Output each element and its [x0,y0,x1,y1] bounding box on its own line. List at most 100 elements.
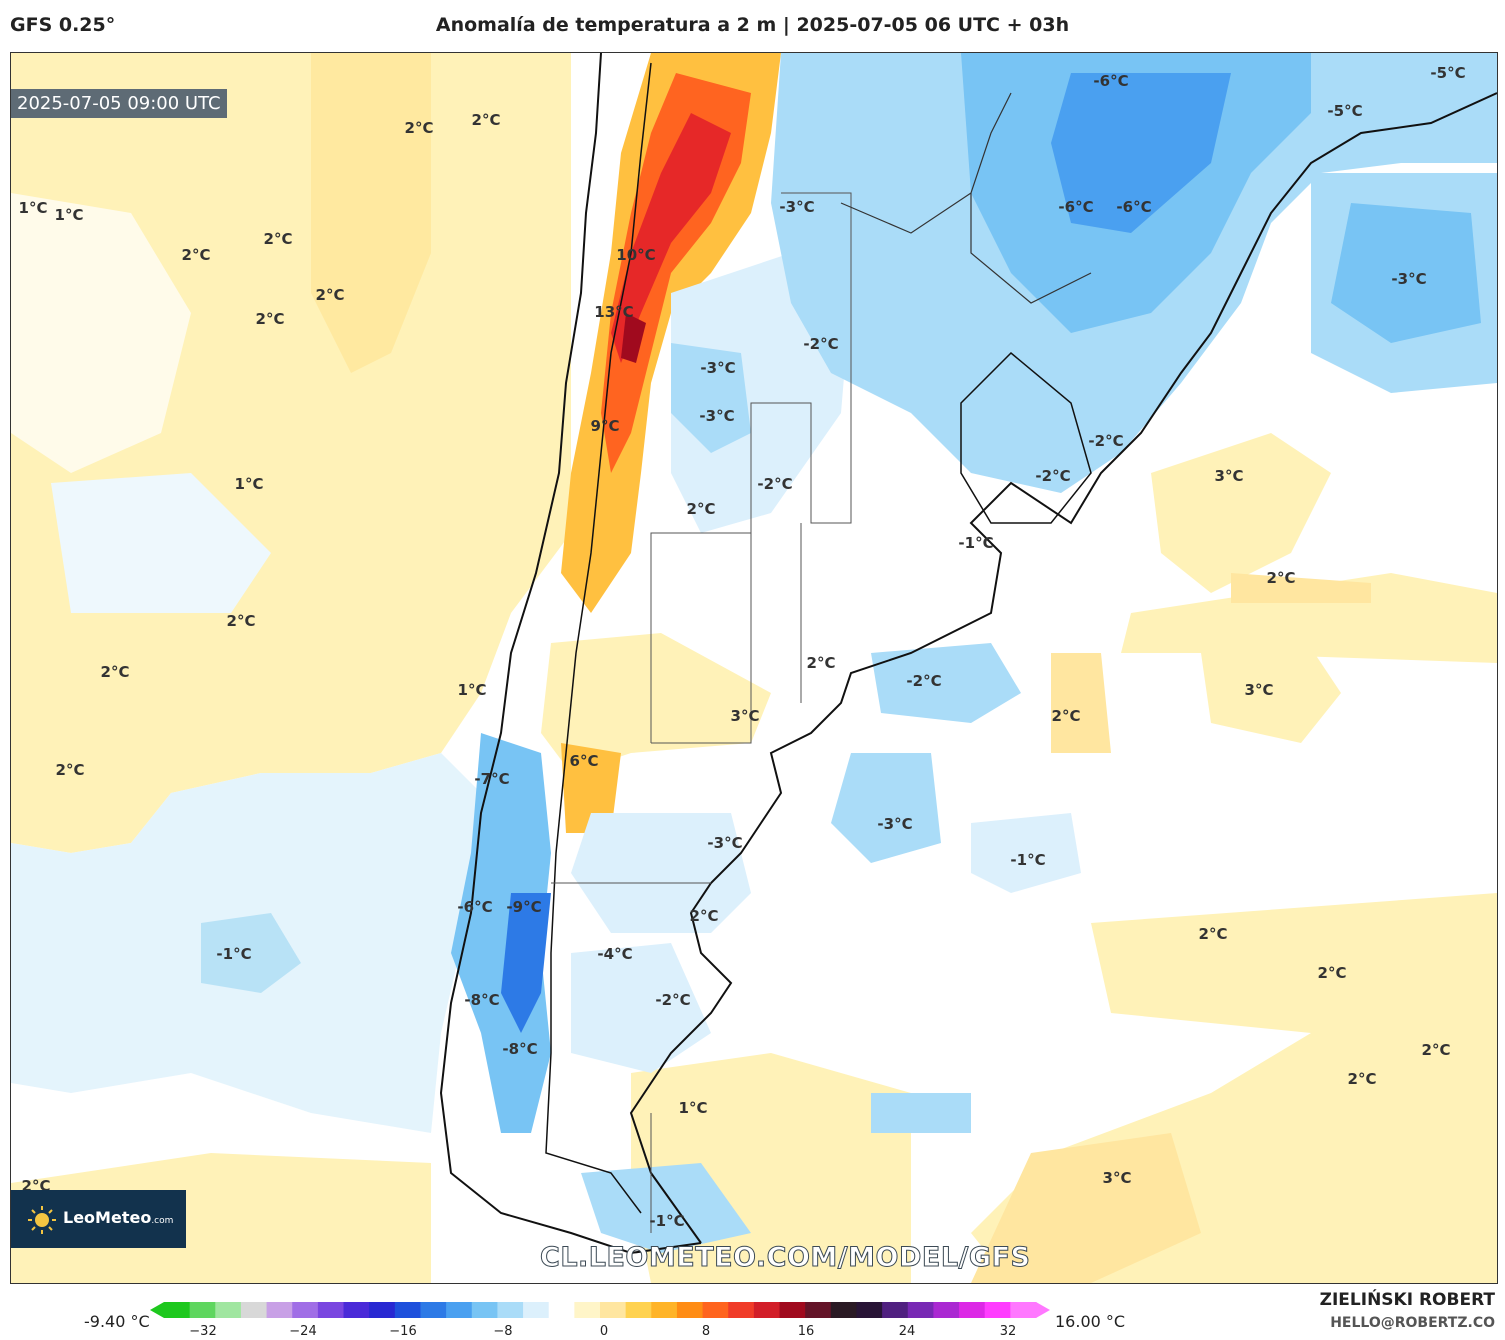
colorbar-tick: −32 [189,1324,217,1339]
label: -2°C [803,335,839,353]
label: 2°C [471,111,501,129]
colorbar-segment [189,1302,216,1318]
colorbar-tick: −16 [389,1324,417,1339]
colorbar-segment [651,1302,678,1318]
author-email[interactable]: HELLO@ROBERTZ.CO [1330,1315,1495,1331]
label: 2°C [806,654,836,672]
label: 2°C [404,119,434,137]
border-brazil [840,92,1092,304]
border-uruguay [960,351,1092,524]
colorbar-segment [1010,1302,1037,1318]
colorbar-ticks: −32 −24 −16 −8 0 8 16 24 32 [0,1324,1505,1340]
label: 10°C [616,246,656,264]
label: 2°C [255,310,285,328]
label: 2°C [1266,569,1296,587]
label: -7°C [474,770,510,788]
label: -2°C [906,672,942,690]
cool-atlantic-3 [971,813,1081,893]
coastline-chile [439,53,702,1255]
label: -6°C [1058,198,1094,216]
label: -6°C [1116,198,1152,216]
label: 2°C [263,230,293,248]
colorbar-segment [215,1302,242,1318]
colorbar-segment [420,1302,447,1318]
cool-atlantic-1 [871,643,1021,723]
cool-tierra-del-fuego [581,1163,751,1253]
model-name: GFS 0.25° [10,14,116,36]
colder-patagonia-west [501,893,551,1033]
colorbar-tick: 16 [797,1324,815,1339]
colorbar-segment [856,1302,883,1318]
cool-patch-cuyo [671,343,751,453]
label: 1°C [18,199,48,217]
colorbar-segment [882,1302,909,1318]
coldest-anomaly-northeast [1051,73,1231,233]
colorbar-max-label: 16.00 °C [1055,1312,1126,1331]
colorbar-segment [933,1302,960,1318]
label: 2°C [686,500,716,518]
label: -3°C [700,359,736,377]
leometeo-logo[interactable]: LeoMeteo.com [11,1190,186,1248]
colorbar-tick: 24 [898,1324,916,1339]
label: -3°C [1391,270,1427,288]
neutral-mid-patch [51,473,271,613]
coastline-argentina [629,92,1497,1244]
label: 3°C [730,707,760,725]
cool-patch-southwest [201,913,301,993]
label: -9°C [506,898,542,916]
source-watermark: CL.LEOMETEO.COM/MODEL/GFS [539,1242,1031,1274]
label: -8°C [502,1040,538,1058]
colorbar-tick: −24 [289,1324,317,1339]
hot-core [621,313,646,363]
label: -2°C [655,991,691,1009]
colorbar-segment [471,1302,498,1318]
label: 3°C [1102,1169,1132,1187]
very-hot-andes [611,113,731,363]
colorbar-segment [164,1302,191,1318]
label: -2°C [1088,432,1124,450]
label: 2°C [1421,1041,1451,1059]
label: 2°C [315,286,345,304]
warm-atlantic-1 [1151,433,1331,593]
label: 2°C [55,761,85,779]
label: 2°C [1051,707,1081,725]
label: -3°C [699,407,735,425]
colorbar-segment [497,1302,524,1318]
label: -5°C [1327,102,1363,120]
map-title: Anomalía de temperatura a 2 m | 2025-07-… [435,14,1070,36]
logo-suffix: .com [151,1216,174,1226]
warm-atlantic-2 [1121,573,1497,663]
logo-text: LeoMeteo.com [63,1208,173,1227]
label: -4°C [597,945,633,963]
warm-atlantic-south-2 [971,1133,1201,1283]
label: -2°C [1035,467,1071,485]
label: -1°C [216,945,252,963]
label: -8°C [464,991,500,1009]
map-panel[interactable]: 2025-07-05 09:00 UTC 2°C 2°C 1°C 1°C 2°C… [10,52,1498,1284]
label: 3°C [1244,681,1274,699]
warm-anomaly-west-2 [311,53,431,373]
colorbar-segment [548,1302,575,1318]
label: 2°C [226,612,256,630]
colorbar-segment [830,1302,857,1318]
colorbar-tick: −8 [493,1324,513,1339]
label: -5°C [1430,64,1466,82]
colder-ocean-east [1331,203,1481,343]
colorbar-segment [600,1302,627,1318]
border-chile-argentina [545,62,652,1214]
warm-anomaly-south [11,1153,431,1283]
label: -1°C [1010,851,1046,869]
label: -6°C [1093,72,1129,90]
warm-central-argentina [541,633,771,773]
label: 3°C [1214,467,1244,485]
label: 2°C [1347,1070,1377,1088]
valid-time-badge: 2025-07-05 09:00 UTC [11,89,227,118]
label: 13°C [594,303,634,321]
label: 1°C [234,475,264,493]
logo-name: LeoMeteo [63,1208,152,1227]
colorbar-segment [240,1302,268,1318]
colorbar-segment [779,1302,806,1318]
colorbar-segment [959,1302,986,1318]
colorbar-segment [574,1302,601,1318]
colorbar-segment [369,1302,396,1318]
